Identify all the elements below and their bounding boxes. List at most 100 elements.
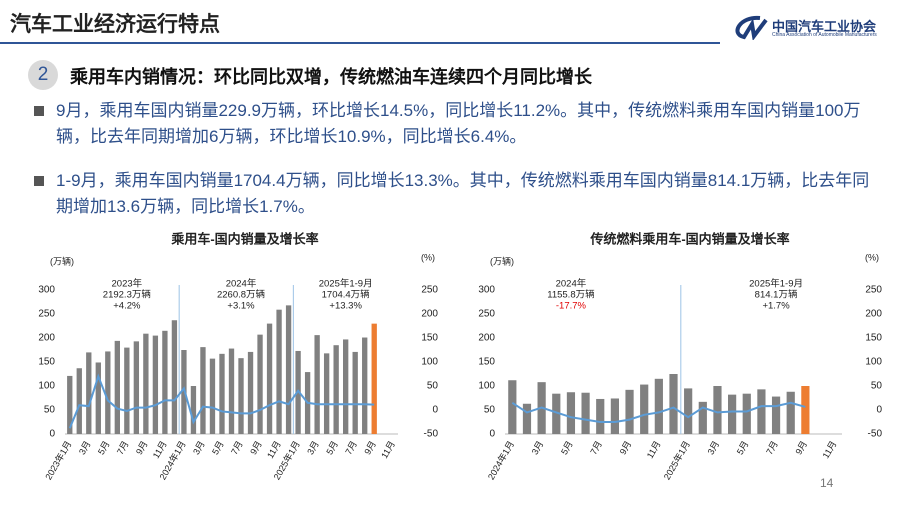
- y2-tick-label: 0: [432, 405, 438, 416]
- x-tick-label: 5月: [210, 439, 226, 456]
- bar: [190, 386, 197, 434]
- slide-title: 汽车工业经济运行特点: [10, 13, 220, 36]
- y-axis-label: (万辆): [490, 255, 514, 266]
- org-name: 中国汽车工业协会: [772, 19, 877, 34]
- x-tick-label: 3月: [530, 439, 546, 456]
- bar: [105, 351, 111, 434]
- y2-tick-label: 0: [876, 405, 882, 416]
- y2-tick-label: 100: [421, 357, 438, 368]
- bar: [522, 403, 532, 434]
- x-tick-label: 3月: [706, 439, 722, 456]
- x-tick-label: 3月: [305, 439, 321, 456]
- bar: [698, 401, 707, 434]
- bar: [552, 393, 561, 434]
- bar: [162, 330, 168, 434]
- bar: [86, 352, 92, 434]
- annotation: +13.3%: [329, 301, 362, 312]
- x-tick-label: 5月: [735, 439, 751, 456]
- y-tick-label: 250: [478, 309, 495, 320]
- x-tick-label: 2025年1月: [661, 439, 692, 482]
- annotation: +4.2%: [113, 301, 141, 312]
- bar: [143, 333, 149, 434]
- section-number: 2: [28, 60, 58, 90]
- x-tick-label: 7月: [115, 439, 131, 456]
- x-tick-label: 11月: [151, 439, 169, 460]
- bar: [610, 398, 619, 434]
- bar: [95, 362, 101, 434]
- bar: [625, 389, 634, 434]
- annotation: 1704.4万辆: [322, 289, 371, 301]
- bar: [76, 368, 82, 434]
- bar: [371, 323, 377, 434]
- title-rule: [0, 42, 720, 44]
- y-tick-label: 300: [38, 285, 55, 296]
- y2-tick-label: 200: [865, 309, 882, 320]
- bar: [786, 391, 795, 434]
- bar: [581, 392, 590, 434]
- bar: [276, 309, 282, 434]
- chart-title: 传统燃料乘用车-国内销量及增长率: [589, 231, 789, 246]
- x-tick-label: 2023年1月: [43, 439, 74, 482]
- y2-tick-label: 50: [427, 381, 439, 392]
- bar: [713, 386, 722, 434]
- bar: [801, 386, 810, 434]
- bar: [114, 340, 120, 434]
- y2-axis-label: (%): [421, 252, 435, 262]
- x-tick-label: 9月: [248, 439, 264, 456]
- bar: [200, 347, 206, 434]
- y-tick-label: 50: [484, 405, 496, 416]
- x-tick-label: 9月: [793, 439, 809, 456]
- y-tick-label: 50: [44, 405, 56, 416]
- x-tick-label: 7月: [229, 439, 245, 456]
- bar: [247, 351, 254, 434]
- y2-tick-label: -50: [424, 429, 439, 440]
- bar: [266, 323, 273, 434]
- y-tick-label: 100: [38, 381, 55, 392]
- org-name-en: China Association of Automobile Manufact…: [772, 32, 877, 38]
- annotation: 2260.8万辆: [217, 289, 266, 301]
- y-tick-label: 150: [478, 357, 495, 368]
- bar: [209, 358, 216, 434]
- bar: [152, 335, 159, 434]
- annotation: 2024年: [226, 278, 257, 290]
- y2-tick-label: 100: [865, 357, 882, 368]
- bar: [343, 339, 349, 434]
- bar: [757, 389, 766, 434]
- bar: [171, 320, 178, 434]
- x-tick-label: 7月: [588, 439, 604, 456]
- x-tick-label: 3月: [191, 439, 207, 456]
- bar: [238, 358, 244, 434]
- x-tick-label: 7月: [343, 439, 359, 456]
- bar: [654, 378, 663, 434]
- bar: [669, 374, 678, 434]
- y2-tick-label: 50: [871, 381, 883, 392]
- annotation: +3.1%: [227, 301, 255, 312]
- y2-tick-label: -50: [868, 429, 883, 440]
- x-tick-label: 3月: [77, 439, 93, 456]
- x-tick-label: 7月: [764, 439, 780, 456]
- bar: [219, 353, 225, 434]
- bar: [228, 348, 235, 434]
- annotation: 2025年1-9月: [749, 278, 803, 290]
- x-tick-label: 11月: [645, 439, 663, 460]
- annotation: 814.1万辆: [755, 289, 798, 301]
- bar: [640, 384, 649, 434]
- section-heading: 乘用车内销情况：环比同比双增，传统燃油车连续四个月同比增长: [70, 67, 592, 87]
- bar: [508, 380, 517, 434]
- x-tick-label: 5月: [324, 439, 340, 456]
- bullet-text: 1-9月，乘用车国内销量1704.4万辆，同比增长13.3%。其中，传统燃料乘用…: [56, 171, 870, 216]
- annotation: 2024年: [556, 278, 587, 290]
- bar: [771, 396, 781, 434]
- bar: [314, 335, 320, 434]
- y-tick-label: 200: [478, 333, 495, 344]
- growth-line: [68, 373, 375, 429]
- y2-tick-label: 150: [421, 333, 438, 344]
- x-tick-label: 2024年1月: [485, 439, 516, 482]
- y2-tick-label: 250: [421, 285, 438, 296]
- y-tick-label: 150: [38, 357, 55, 368]
- x-tick-label: 5月: [559, 439, 575, 456]
- bar: [728, 394, 737, 434]
- y2-axis-label: (%): [865, 252, 879, 262]
- bar: [257, 334, 263, 434]
